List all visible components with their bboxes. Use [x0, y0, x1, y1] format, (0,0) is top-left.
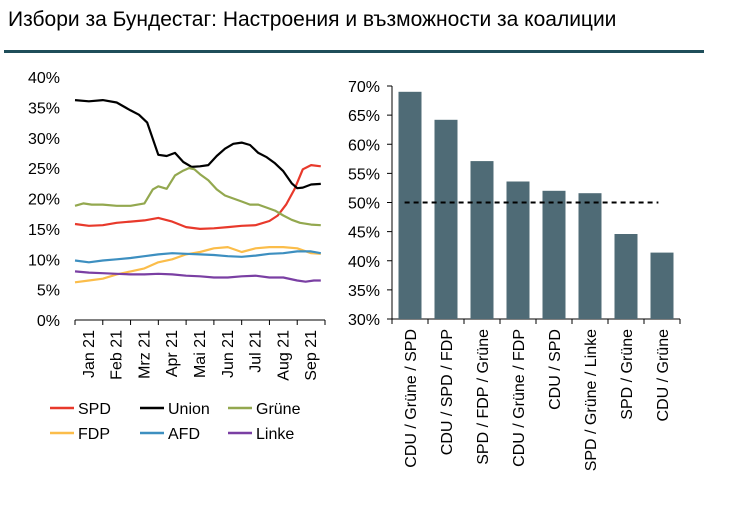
series-line-spd	[74, 164, 321, 230]
series-line-linke	[74, 270, 321, 283]
bar	[542, 190, 566, 319]
y-tick-label: 30%	[28, 131, 60, 148]
category-label: CDU / Grüne / SPD	[403, 329, 420, 468]
series-line-union	[74, 99, 321, 190]
x-tick-label: Feb 21	[109, 330, 126, 380]
category-label: CDU / Grüne	[655, 329, 672, 422]
y-tick-label: 10%	[28, 252, 60, 269]
y-tick-label: 15%	[28, 222, 60, 239]
y-tick-label: 35%	[28, 100, 60, 117]
x-tick-label: Apr 21	[164, 330, 181, 377]
bar	[506, 181, 530, 319]
bar	[434, 119, 458, 319]
bar	[398, 91, 422, 319]
bar	[614, 234, 638, 319]
category-label: CDU / Grüne / FDP	[511, 329, 528, 467]
series-line-afd	[74, 250, 322, 264]
y-tick-label: 65%	[348, 108, 380, 125]
y-tick-label: 25%	[28, 161, 60, 178]
y-tick-label: 30%	[348, 312, 380, 329]
legend-label: Linke	[256, 426, 294, 443]
y-tick-label: 20%	[28, 192, 60, 209]
category-label: SPD / Grüne / Linke	[583, 329, 600, 471]
coalitions-bar-chart: 30% 35% 40% 45% 50% 55% 60% 65% 70% CDU / Grüne /…	[348, 79, 681, 471]
legend-label: Union	[168, 401, 210, 418]
bar	[578, 193, 602, 319]
chart-title: Избори за Бундестаг: Настроения и възмож…	[8, 8, 617, 31]
y-tick-label: 5%	[37, 283, 60, 300]
y-tick-label: 35%	[348, 283, 380, 300]
category-label: SPD / FDP / Grüne	[475, 329, 492, 465]
polls-line-chart: 0% 5% 10% 15% 20% 25% 30% 35% 40% Jan 21 Feb 21 Mrz…	[28, 70, 326, 443]
bar	[650, 252, 674, 319]
y-tick-label: 0%	[37, 313, 60, 330]
y-tick-label: 40%	[28, 70, 60, 87]
x-tick-label: Mrz 21	[136, 330, 153, 379]
x-tick-label: Jan 21	[81, 330, 98, 378]
bar	[470, 161, 494, 319]
y-tick-label: 60%	[348, 137, 380, 154]
y-tick-label: 45%	[348, 225, 380, 242]
legend-label: Grüne	[256, 401, 301, 418]
legend-label: AFD	[168, 426, 200, 443]
series-line-grüne	[74, 167, 321, 227]
x-tick-label: Jul 21	[248, 330, 265, 373]
y-tick-label: 40%	[348, 254, 380, 271]
x-tick-label: Sep 21	[303, 330, 320, 381]
x-tick-label: Mai 21	[192, 330, 209, 378]
legend-label: FDP	[78, 426, 110, 443]
y-tick-label: 70%	[348, 79, 380, 96]
category-label: CDU / SPD	[547, 329, 564, 410]
legend-label: SPD	[78, 401, 111, 418]
y-tick-label: 50%	[348, 196, 380, 213]
y-tick-label: 55%	[348, 166, 380, 183]
title-divider	[4, 50, 704, 53]
x-tick-label: Aug 21	[275, 330, 292, 381]
category-label: SPD / Grüne	[619, 329, 636, 420]
x-tick-label: Jun 21	[220, 330, 237, 378]
category-label: CDU / SPD / FDP	[439, 329, 456, 455]
